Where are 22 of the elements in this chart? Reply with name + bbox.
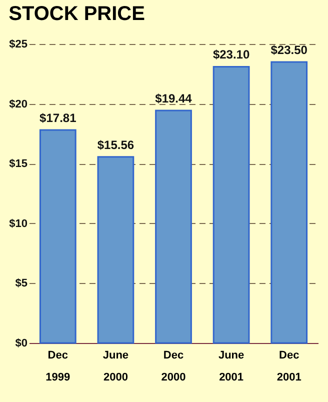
y-tick-label: $15	[9, 158, 28, 170]
bar	[212, 66, 250, 344]
y-tick-label: $25	[9, 38, 28, 50]
chart-title: STOCK PRICE	[8, 3, 145, 25]
x-tick-label: June 2001	[218, 350, 244, 384]
x-tick-label: Dec 2000	[161, 350, 186, 384]
y-tick-label: $10	[9, 218, 28, 230]
data-label: $23.50	[270, 42, 308, 57]
data-label: $15.56	[97, 138, 134, 152]
bar	[270, 61, 308, 344]
y-tick-label: $0	[15, 338, 28, 350]
bar	[97, 156, 134, 344]
y-tick-label: $20	[9, 98, 28, 110]
bar	[39, 129, 76, 344]
data-label: $23.10	[212, 48, 250, 62]
x-tick-label: Dec 1999	[46, 350, 70, 384]
data-label: $19.44	[155, 92, 192, 106]
y-tick-label: $5	[15, 278, 28, 290]
data-label: $17.81	[40, 110, 77, 125]
bar	[155, 110, 192, 344]
x-tick-label: June 2000	[102, 350, 129, 384]
x-tick-label: Dec 2001	[276, 350, 302, 384]
